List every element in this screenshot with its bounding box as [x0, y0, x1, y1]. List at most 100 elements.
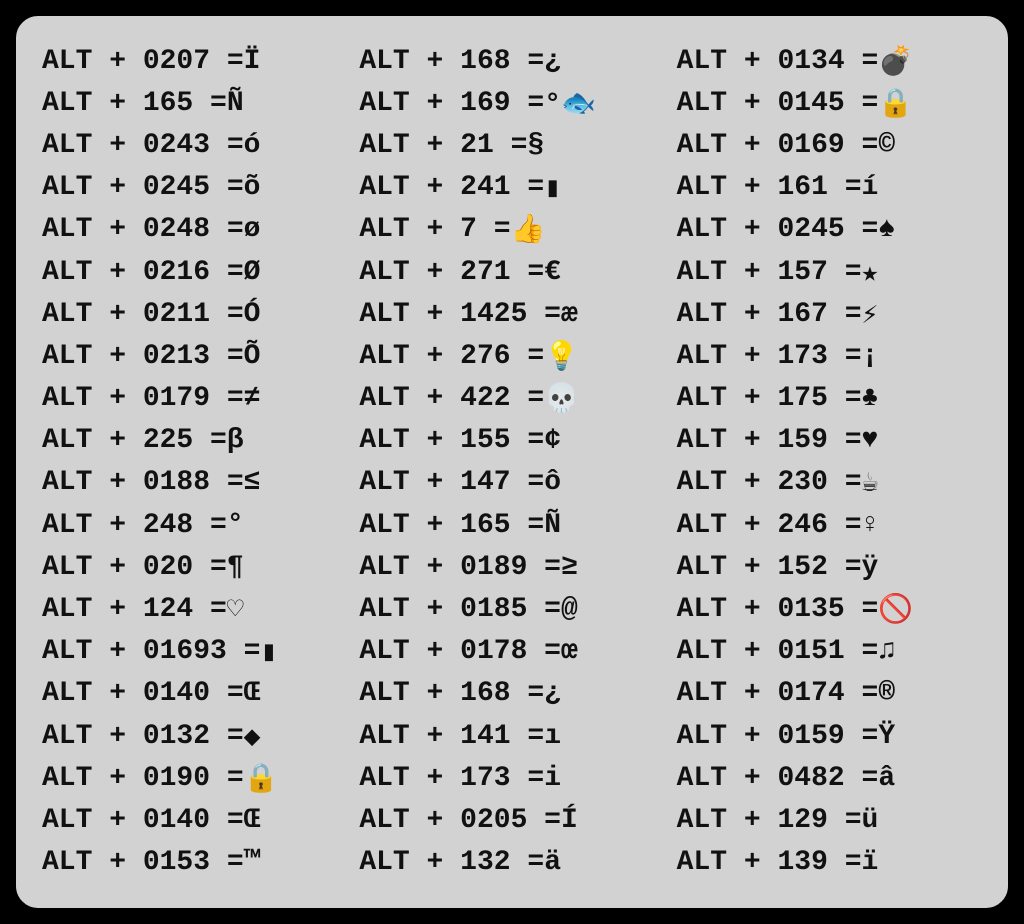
alt-code-label: ALT + 132 =: [359, 847, 544, 878]
alt-code-label: ALT + 0248 =: [42, 214, 244, 245]
column-3: ALT + 0134 = 💣 ALT + 0145 = 🔒 ALT + 0169…: [677, 40, 986, 886]
alt-code-label: ALT + 152 =: [677, 552, 862, 583]
alt-code-label: ALT + 422 =: [359, 383, 544, 414]
table-row: ALT + 0205 = Í: [359, 799, 668, 841]
table-row: ALT + 0245 = õ: [42, 167, 351, 209]
table-row: ALT + 129 = ü: [677, 799, 986, 841]
symbol: Ø: [244, 257, 274, 288]
alt-code-label: ALT + 0153 =: [42, 847, 244, 878]
table-row: ALT + 0145 = 🔒: [677, 82, 986, 124]
table-row: ALT + 124 = ♡: [42, 588, 351, 630]
alt-code-label: ALT + 0145 =: [677, 88, 879, 119]
table-row: ALT + 132 = ä: [359, 842, 668, 884]
symbol: Ñ: [227, 88, 257, 119]
symbol: 💀: [544, 381, 579, 416]
table-row: ALT + 147 = ô: [359, 462, 668, 504]
alt-code-label: ALT + 276 =: [359, 341, 544, 372]
alt-code-label: ALT + 0213 =: [42, 341, 244, 372]
alt-code-label: ALT + 0188 =: [42, 467, 244, 498]
table-row: ALT + 173 = ¡: [677, 335, 986, 377]
symbol: ¿: [544, 46, 574, 77]
symbol: @: [561, 594, 591, 625]
alt-code-label: ALT + 175 =: [677, 383, 862, 414]
alt-code-label: ALT + 165 =: [359, 510, 544, 541]
alt-code-label: ALT + 0135 =: [677, 594, 879, 625]
alt-code-label: ALT + 0174 =: [677, 678, 879, 709]
table-row: ALT + 0140 = Œ: [42, 673, 351, 715]
symbol: 🔒: [878, 86, 913, 121]
symbol: i: [544, 763, 574, 794]
alt-code-label: ALT + 161 =: [677, 172, 862, 203]
table-row: ALT + 21 = §: [359, 124, 668, 166]
table-row: ALT + 248 = °: [42, 504, 351, 546]
alt-code-label: ALT + 0190 =: [42, 763, 244, 794]
alt-code-label: ALT + 248 =: [42, 510, 227, 541]
symbol: ▮: [544, 170, 574, 205]
alt-code-label: ALT + 01693 =: [42, 636, 260, 667]
symbol: ÿ: [862, 552, 892, 583]
alt-code-label: ALT + 0159 =: [677, 721, 879, 752]
symbol: ©: [878, 130, 908, 161]
symbol: í: [862, 172, 892, 203]
table-row: ALT + 0207 = Ï: [42, 40, 351, 82]
table-row: ALT + 0140 = Œ: [42, 799, 351, 841]
table-row: ALT + 159 = ♥: [677, 420, 986, 462]
alt-code-label: ALT + 159 =: [677, 425, 862, 456]
alt-code-label: ALT + 271 =: [359, 257, 544, 288]
table-row: ALT + 157 = ★: [677, 251, 986, 293]
alt-code-label: ALT + 0189 =: [359, 552, 561, 583]
table-row: ALT + 271 = €: [359, 251, 668, 293]
symbol: ♫: [878, 636, 908, 667]
symbol: ™: [244, 847, 274, 878]
symbol: õ: [244, 172, 274, 203]
alt-code-label: ALT + 246 =: [677, 510, 862, 541]
symbol: ♣: [862, 383, 892, 414]
table-row: ALT + 0482 = â: [677, 757, 986, 799]
symbol: ¿: [544, 678, 574, 709]
alt-code-label: ALT + 168 =: [359, 678, 544, 709]
table-row: ALT + 241 = ▮: [359, 167, 668, 209]
alt-code-label: ALT + 7 =: [359, 214, 510, 245]
alt-code-label: ALT + 167 =: [677, 299, 862, 330]
table-row: ALT + 152 = ÿ: [677, 546, 986, 588]
alt-code-label: ALT + 0245 =: [677, 214, 879, 245]
symbol: â: [878, 763, 908, 794]
alt-code-label: ALT + 139 =: [677, 847, 862, 878]
symbol: €: [544, 257, 574, 288]
alt-code-label: ALT + 165 =: [42, 88, 227, 119]
alt-code-label: ALT + 21 =: [359, 130, 527, 161]
alt-code-label: ALT + 0132 =: [42, 721, 244, 752]
symbol: æ: [561, 299, 591, 330]
alt-code-label: ALT + 124 =: [42, 594, 227, 625]
table-row: ALT + 0178 = œ: [359, 631, 668, 673]
alt-code-label: ALT + 0482 =: [677, 763, 879, 794]
symbol: 👍: [511, 212, 546, 247]
table-row: ALT + 230 = ☕: [677, 462, 986, 504]
alt-code-label: ALT + 0140 =: [42, 678, 244, 709]
symbol: ®: [878, 678, 908, 709]
symbol: ◆: [244, 719, 274, 754]
symbol: ¶: [227, 552, 257, 583]
table-row: ALT + 0132 = ◆: [42, 715, 351, 757]
table-row: ALT + 0153 = ™: [42, 842, 351, 884]
alt-code-label: ALT + 0216 =: [42, 257, 244, 288]
table-row: ALT + 168 = ¿: [359, 673, 668, 715]
symbol: °🐟: [544, 86, 596, 121]
symbol: ▮: [260, 634, 290, 669]
alt-code-label: ALT + 173 =: [359, 763, 544, 794]
table-row: ALT + 0188 = ≤: [42, 462, 351, 504]
table-row: ALT + 0174 = ®: [677, 673, 986, 715]
table-row: ALT + 0135 = 🚫: [677, 588, 986, 630]
alt-code-label: ALT + 173 =: [677, 341, 862, 372]
table-row: ALT + 165 = Ñ: [42, 82, 351, 124]
alt-code-label: ALT + 230 =: [677, 467, 862, 498]
table-row: ALT + 020 = ¶: [42, 546, 351, 588]
alt-code-label: ALT + 141 =: [359, 721, 544, 752]
symbol: ♡: [227, 592, 257, 627]
symbol: ♥: [862, 425, 892, 456]
symbol: ï: [862, 847, 892, 878]
alt-code-label: ALT + 169 =: [359, 88, 544, 119]
symbol: ♀: [862, 510, 892, 541]
table-row: ALT + 7 = 👍: [359, 209, 668, 251]
symbol: °: [227, 510, 257, 541]
